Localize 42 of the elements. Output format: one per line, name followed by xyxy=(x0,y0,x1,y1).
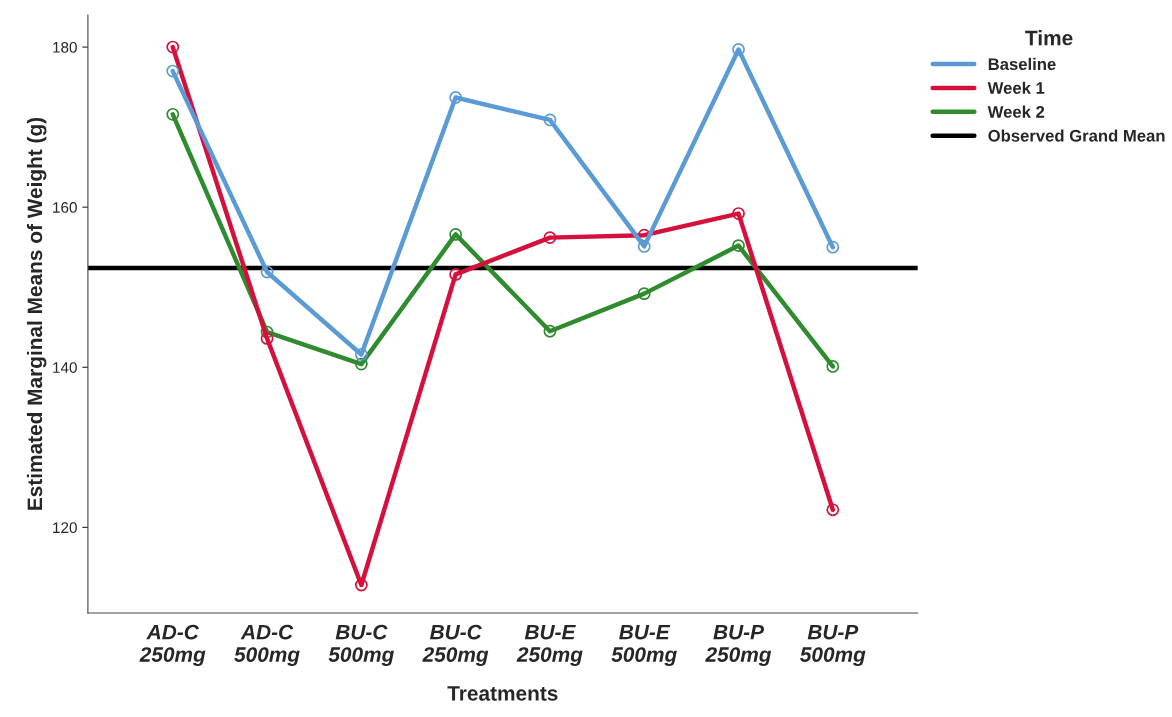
x-tick-label: BU-E 500mg xyxy=(611,624,677,667)
x-tick-label: BU-C 500mg xyxy=(328,624,394,667)
x-tick-label: BU-E 250mg xyxy=(516,624,583,667)
point xyxy=(732,43,745,56)
legend-label: Baseline xyxy=(988,57,1056,71)
y-axis-title: Estimated Marginal Means of Weight (g) xyxy=(26,117,47,510)
y-tick-label: 140 xyxy=(53,362,77,373)
y-tick-label: 180 xyxy=(53,41,77,53)
point xyxy=(260,332,274,345)
y-tick-label: 160 xyxy=(53,202,77,213)
legend-title: Time xyxy=(1025,30,1073,46)
point xyxy=(826,240,840,254)
point xyxy=(543,113,557,127)
point xyxy=(449,91,463,104)
point xyxy=(449,228,463,241)
point xyxy=(260,325,274,339)
point xyxy=(732,239,745,252)
legend-label: Observed Grand Mean xyxy=(988,129,1165,142)
x-axis-title: Treatments xyxy=(447,686,558,701)
x-tick-label: AD-C 500mg xyxy=(234,624,300,667)
point xyxy=(166,64,180,78)
point xyxy=(826,360,840,373)
point xyxy=(166,107,180,121)
x-tick-label: BU-P 500mg xyxy=(800,624,866,667)
point xyxy=(354,348,368,361)
point xyxy=(543,324,557,338)
point xyxy=(354,578,368,592)
point xyxy=(260,265,274,279)
point xyxy=(543,231,557,244)
point xyxy=(449,268,463,281)
legend-label: Week 1 xyxy=(987,81,1045,94)
point xyxy=(166,40,180,54)
point xyxy=(732,207,745,220)
point xyxy=(637,240,651,253)
point xyxy=(637,287,651,301)
x-tick-label: BU-C 250mg xyxy=(422,624,489,667)
x-tick-label: BU-P 250mg xyxy=(705,624,772,667)
point xyxy=(354,357,368,371)
y-tick-label: 120 xyxy=(53,522,77,534)
x-tick-label: AD-C 250mg xyxy=(139,624,206,667)
point xyxy=(826,503,840,517)
legend-label: Week 2 xyxy=(987,105,1045,118)
